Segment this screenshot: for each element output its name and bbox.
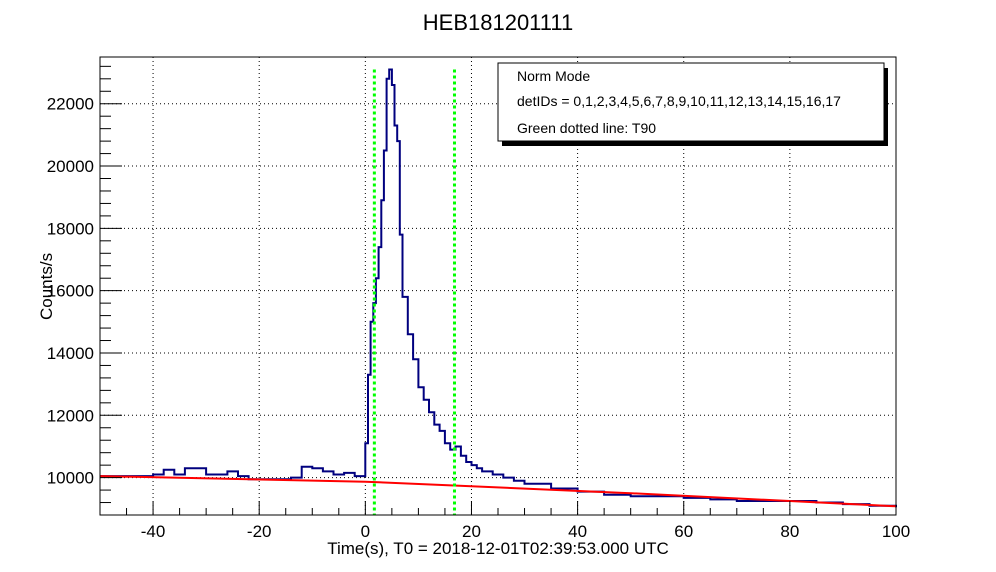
- x-tick-label: 60: [674, 522, 693, 541]
- x-axis-title: Time(s), T0 = 2018-12-01T02:39:53.000 UT…: [327, 539, 669, 558]
- y-tick-label: 20000: [47, 157, 94, 176]
- legend-entry-detids: detIDs = 0,1,2,3,4,5,6,7,8,9,10,11,12,13…: [517, 93, 841, 109]
- background-fit-line: [99, 475, 897, 508]
- x-tick-label: 0: [361, 522, 370, 541]
- x-tick-label: 100: [882, 522, 910, 541]
- y-tick-label: 10000: [47, 469, 94, 488]
- y-tick-label: 16000: [47, 282, 94, 301]
- x-tick-label: 20: [462, 522, 481, 541]
- y-axis-title: Counts/s: [37, 253, 56, 320]
- y-tick-label: 14000: [47, 344, 94, 363]
- y-tick-label: 18000: [47, 219, 94, 238]
- y-tick-label: 22000: [47, 95, 94, 114]
- legend: Norm Mode detIDs = 0,1,2,3,4,5,6,7,8,9,1…: [497, 62, 888, 146]
- axes: -40 -20 0 20 40 60 80 100 10000 12000 14000 16000 18…: [47, 65, 910, 541]
- y-tick-label: 12000: [47, 406, 94, 425]
- x-tick-label: -20: [247, 522, 272, 541]
- x-tick-label: -40: [141, 522, 166, 541]
- data-layer: [99, 68, 897, 515]
- legend-entry-t90: Green dotted line: T90: [517, 120, 656, 136]
- grid: [100, 57, 896, 515]
- legend-box: [497, 62, 885, 142]
- x-tick-label: 80: [780, 522, 799, 541]
- legend-entry-norm-mode: Norm Mode: [517, 68, 590, 84]
- x-tick-label: 40: [568, 522, 587, 541]
- chart-title: HEB181201111: [423, 10, 573, 35]
